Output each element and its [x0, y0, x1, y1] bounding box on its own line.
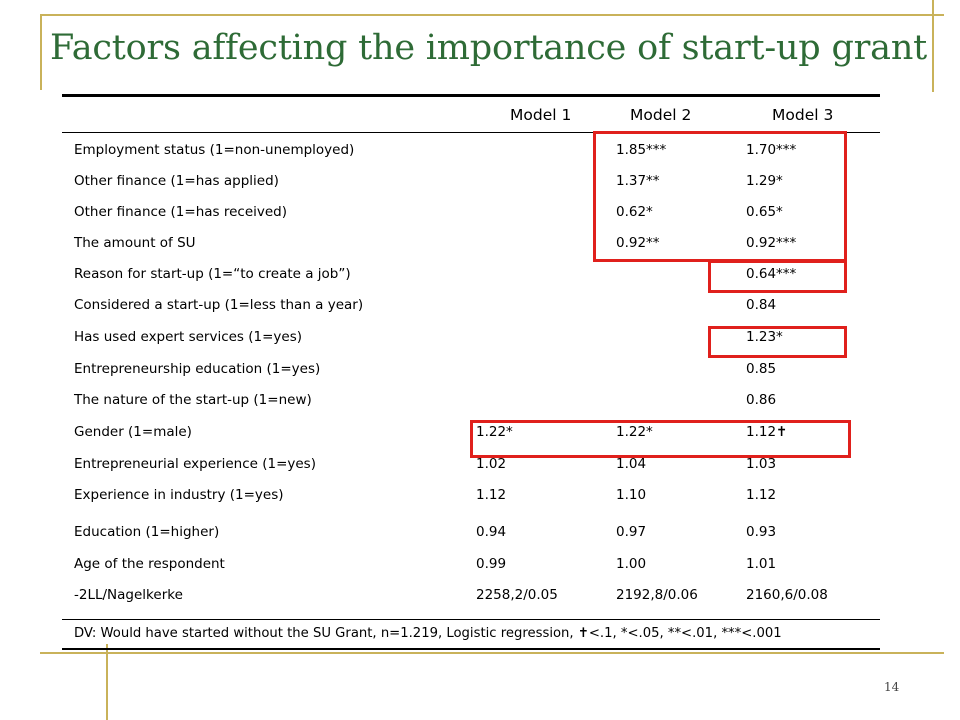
model-1-value: 2258,2/0.05	[476, 587, 558, 603]
row-label: The amount of SU	[74, 235, 196, 251]
model-3-value: 1.01	[746, 556, 777, 572]
row-label: -2LL/Nagelkerke	[74, 587, 183, 603]
row-label: Reason for start-up (1=“to create a job”…	[74, 266, 351, 282]
highlight-box-reason-start-up	[708, 260, 847, 293]
model-2-value: 1.10	[616, 487, 647, 503]
row-label: Other finance (1=has received)	[74, 204, 288, 220]
model-2-value: 2192,8/0.06	[616, 587, 698, 603]
row-label: The nature of the start-up (1=new)	[74, 392, 312, 408]
table-footnote: DV: Would have started without the SU Gr…	[74, 626, 782, 641]
model-3-value: 0.85	[746, 361, 777, 377]
highlight-box-model2-model3-finance	[593, 131, 847, 262]
column-header-model-2: Model 2	[630, 106, 692, 124]
table-footer-rule	[62, 619, 880, 620]
model-2-value: 1.37**	[616, 173, 660, 189]
model-1-value: 0.94	[476, 524, 507, 540]
row-label: Other finance (1=has applied)	[74, 173, 279, 189]
slide-title: Factors affecting the importance of star…	[50, 28, 928, 68]
model-2-value: 1.22*	[616, 424, 653, 440]
model-2-value: 0.62*	[616, 204, 653, 220]
model-1-value: 1.02	[476, 456, 507, 472]
highlight-box-expert-services	[708, 326, 847, 358]
row-label: Experience in industry (1=yes)	[74, 487, 284, 503]
column-header-model-1: Model 1	[510, 106, 572, 124]
row-label: Employment status (1=non-unemployed)	[74, 142, 355, 158]
row-label: Entrepreneurship education (1=yes)	[74, 361, 321, 377]
model-3-value: 0.84	[746, 297, 777, 313]
model-1-value: 1.22*	[476, 424, 513, 440]
table-top-rule	[62, 94, 880, 97]
model-1-value: 1.12	[476, 487, 507, 503]
model-3-value: 1.12✝	[746, 424, 788, 440]
model-3-value: 0.92***	[746, 235, 797, 251]
model-3-value: 1.70***	[746, 142, 797, 158]
decorative-line	[932, 0, 934, 92]
row-label: Has used expert services (1=yes)	[74, 329, 303, 345]
slide-number: 14	[884, 680, 900, 694]
row-label: Age of the respondent	[74, 556, 225, 572]
model-3-value: 1.29*	[746, 173, 783, 189]
model-2-value: 0.92**	[616, 235, 660, 251]
model-3-value: 1.03	[746, 456, 777, 472]
column-header-model-3: Model 3	[772, 106, 834, 124]
decorative-line	[40, 652, 944, 654]
table-bottom-rule	[62, 648, 880, 650]
model-3-value: 0.86	[746, 392, 777, 408]
model-3-value: 0.65*	[746, 204, 783, 220]
model-3-value: 1.23*	[746, 329, 783, 345]
highlight-box-gender	[470, 420, 851, 458]
table-header-rule	[62, 132, 880, 133]
model-2-value: 1.00	[616, 556, 647, 572]
model-1-value: 0.99	[476, 556, 507, 572]
model-3-value: 0.64***	[746, 266, 797, 282]
model-3-value: 1.12	[746, 487, 777, 503]
model-3-value: 0.93	[746, 524, 777, 540]
row-label: Education (1=higher)	[74, 524, 220, 540]
model-2-value: 1.04	[616, 456, 647, 472]
decorative-line	[106, 644, 108, 720]
decorative-line	[40, 14, 944, 16]
row-label: Gender (1=male)	[74, 424, 192, 440]
decorative-line	[40, 14, 42, 90]
model-2-value: 1.85***	[616, 142, 667, 158]
row-label: Considered a start-up (1=less than a yea…	[74, 297, 364, 313]
model-2-value: 0.97	[616, 524, 647, 540]
row-label: Entrepreneurial experience (1=yes)	[74, 456, 316, 472]
model-3-value: 2160,6/0.08	[746, 587, 828, 603]
